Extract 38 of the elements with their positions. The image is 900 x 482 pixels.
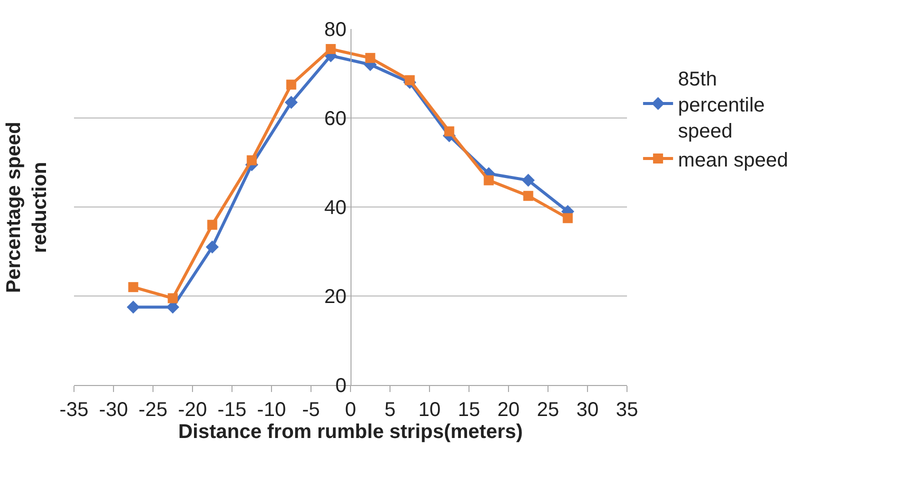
point — [404, 75, 415, 86]
point — [444, 126, 454, 136]
x-tick-label: -20 — [178, 399, 207, 421]
x-tick-label: 5 — [384, 399, 396, 421]
x-tick-label: 20 — [497, 399, 520, 421]
x-tick-label: -15 — [218, 399, 246, 421]
x-axis-title: Distance from rumble strips(meters) — [178, 421, 523, 443]
point — [284, 96, 298, 109]
legend-label: mean speed — [678, 149, 788, 172]
point — [246, 155, 257, 166]
x-tick-label: -30 — [99, 399, 128, 421]
x-tick-label: -25 — [138, 399, 168, 421]
point — [128, 282, 138, 292]
point — [206, 240, 219, 254]
point — [365, 52, 376, 63]
point — [207, 220, 218, 230]
x-tick-label: -5 — [302, 399, 320, 421]
x-tick-label: -10 — [257, 399, 286, 421]
point — [286, 80, 296, 90]
point — [168, 293, 178, 304]
y-tick-label: 40 — [324, 197, 346, 219]
y-axis-title: Percentage speed reduction — [2, 122, 51, 293]
point — [562, 213, 573, 224]
point — [126, 300, 140, 314]
point — [523, 190, 534, 201]
x-tick-label: 15 — [458, 399, 480, 421]
x-tick-label: 35 — [616, 399, 638, 421]
point — [522, 174, 535, 187]
x-tick-label: 25 — [536, 399, 560, 421]
y-tick-label: 60 — [324, 108, 346, 130]
point — [326, 44, 336, 54]
y-tick-label: 0 — [335, 375, 346, 397]
y-tick-label: 20 — [324, 286, 346, 308]
point — [484, 175, 494, 186]
x-tick-label: 30 — [576, 399, 599, 421]
x-tick-label: 10 — [418, 399, 441, 421]
y-tick-label: 80 — [324, 19, 346, 41]
x-tick-label: -35 — [60, 399, 88, 421]
